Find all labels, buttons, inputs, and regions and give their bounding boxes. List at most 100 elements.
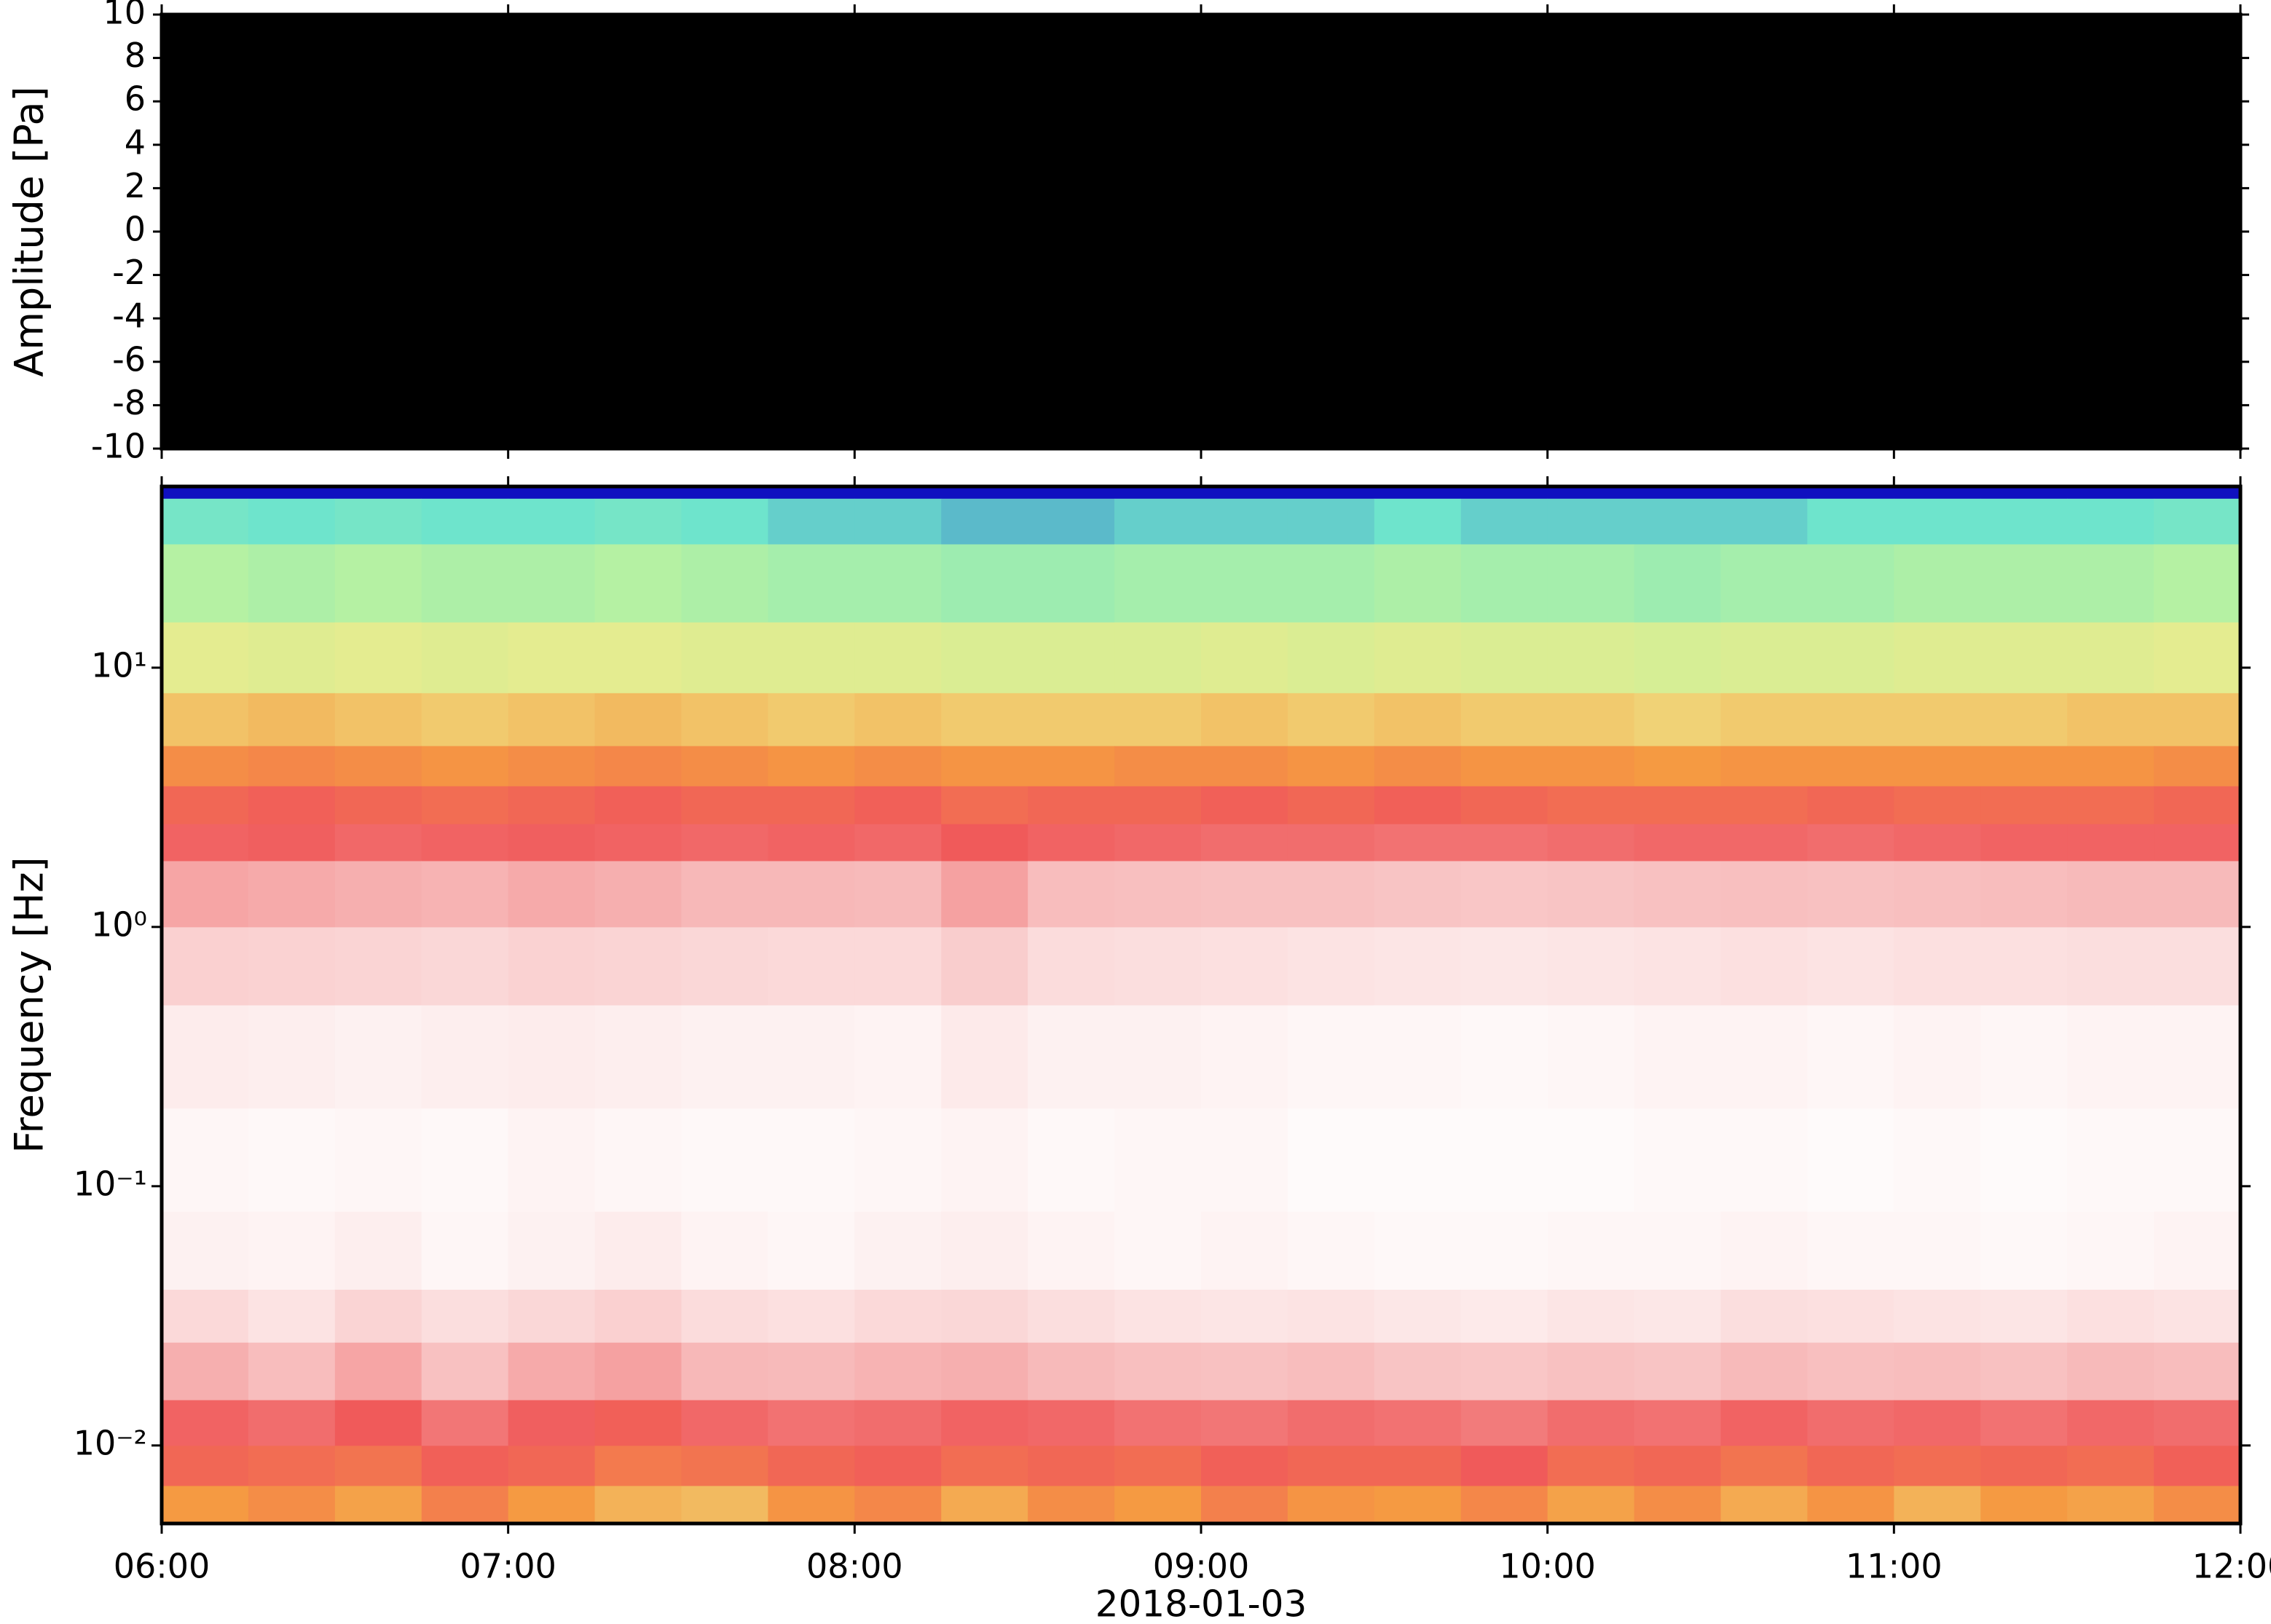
spectrogram-cell <box>162 1342 249 1400</box>
spectrogram-cell <box>248 498 336 545</box>
spectrogram-cell <box>1201 543 1288 623</box>
spectrogram-cell <box>1460 926 1548 1006</box>
spectrogram-cell <box>2154 1342 2240 1400</box>
spectrogram-cell <box>162 543 249 623</box>
spectrogram-cell <box>1374 498 1462 545</box>
spectrogram-cell <box>1980 1485 2068 1524</box>
spectrogram-cell <box>1634 486 1721 499</box>
spectrogram-cell <box>1287 1211 1375 1290</box>
spectrogram-cell <box>1287 693 1375 746</box>
spectrogram-cell <box>681 1400 768 1446</box>
y-tick-label: -2 <box>112 253 146 292</box>
spectrogram-cell <box>2154 1005 2240 1109</box>
spectrogram-cell <box>1634 1211 1721 1290</box>
spectrogram-cell <box>2067 1005 2154 1109</box>
spectrogram-cell <box>854 860 942 928</box>
spectrogram-cell <box>1028 498 1115 545</box>
spectrogram-cell <box>1374 1289 1462 1343</box>
spectrogram-cell <box>1028 1108 1115 1212</box>
spectrogram-cell <box>334 622 422 693</box>
spectrogram-cell <box>1114 1400 1202 1446</box>
spectrogram-cell <box>941 498 1028 545</box>
spectrogram-cell <box>1460 693 1548 746</box>
spectrogram-cell <box>1114 860 1202 928</box>
spectrogram-cell <box>162 1445 249 1486</box>
spectrogram-cell <box>768 1485 855 1524</box>
spectrogram-cell <box>681 1485 768 1524</box>
spectrogram-cell <box>2067 486 2154 499</box>
spectrogram-cell <box>421 498 509 545</box>
spectrogram-cell <box>1894 622 1981 693</box>
spectrogram-cell <box>1028 860 1115 928</box>
spectrogram-cell <box>1634 622 1721 693</box>
spectrogram-cell <box>1374 786 1462 824</box>
spectrogram-cell <box>1201 622 1288 693</box>
spectrogram-cell <box>1634 1289 1721 1343</box>
spectrogram-cell <box>1287 860 1375 928</box>
y-tick-label: 0 <box>125 210 146 249</box>
spectrogram-cell <box>941 786 1028 824</box>
spectrogram-cell <box>1980 824 2068 862</box>
spectrogram-cell <box>1894 1445 1981 1486</box>
spectrogram-cell <box>508 746 596 787</box>
spectrogram-cell <box>1894 860 1981 928</box>
spectrogram-cell <box>1460 860 1548 928</box>
spectrogram-cell <box>768 622 855 693</box>
spectrogram-cell <box>1114 786 1202 824</box>
spectrogram-cell <box>681 1342 768 1400</box>
spectrogram-cell <box>681 486 768 499</box>
spectrogram-cell <box>854 1211 942 1290</box>
spectrogram-cell <box>941 860 1028 928</box>
spectrogram-cell <box>768 1005 855 1109</box>
spectrogram-cell <box>1807 860 1894 928</box>
spectrogram-cell <box>1460 498 1548 545</box>
spectrogram-cell <box>248 1005 336 1109</box>
spectrogram-cell <box>334 1211 422 1290</box>
spectrogram-cell <box>1374 926 1462 1006</box>
spectrogram-cell <box>162 1289 249 1343</box>
spectrogram-cell <box>1634 543 1721 623</box>
spectrogram-cell <box>941 543 1028 623</box>
spectrogram-cell <box>854 746 942 787</box>
spectrogram-cell <box>248 860 336 928</box>
spectrogram-cell <box>421 622 509 693</box>
spectrogram-cell <box>1460 1485 1548 1524</box>
frame <box>160 484 2243 1526</box>
spectrogram-cell <box>941 1342 1028 1400</box>
spectrogram-cell <box>334 786 422 824</box>
spectrogram-cell <box>1894 824 1981 862</box>
spectrogram-cell <box>1114 1108 1202 1212</box>
spectrogram-cell <box>248 1400 336 1446</box>
spectrogram-cell <box>508 1289 596 1343</box>
plot-area <box>162 486 2240 1524</box>
spectrogram-cell <box>1894 1485 1981 1524</box>
spectrogram-cell <box>162 1108 249 1212</box>
spectrogram-cell <box>941 1400 1028 1446</box>
spectrogram-cell <box>1114 693 1202 746</box>
spectrogram-cell <box>594 860 682 928</box>
spectrogram-cell <box>1807 1108 1894 1212</box>
spectrogram-cell <box>1720 860 1808 928</box>
spectrogram-cell <box>162 824 249 862</box>
spectrogram-cell <box>334 693 422 746</box>
spectrogram-cell <box>1114 486 1202 499</box>
y-tick-label: 2 <box>125 166 146 205</box>
spectrogram-cell <box>1720 926 1808 1006</box>
spectrogram-cell <box>1374 486 1462 499</box>
spectrogram-cell <box>1201 1342 1288 1400</box>
waveform <box>162 15 2240 449</box>
spectrogram-cell <box>1807 622 1894 693</box>
spectrogram-cell <box>248 1485 336 1524</box>
spectrogram-cell <box>1720 622 1808 693</box>
spectrogram-cell <box>594 1289 682 1343</box>
spectrogram-cell <box>1980 622 2068 693</box>
spectrogram-cell <box>1287 824 1375 862</box>
spectrogram-cell <box>594 693 682 746</box>
spectrogram-cell <box>508 543 596 623</box>
spectrogram-cell <box>594 824 682 862</box>
spectrogram-cell <box>1807 543 1894 623</box>
spectrogram-cell <box>334 860 422 928</box>
spectrogram-cell <box>421 543 509 623</box>
y-tick-label: 6 <box>125 79 146 119</box>
spectrogram-cell <box>2154 824 2240 862</box>
